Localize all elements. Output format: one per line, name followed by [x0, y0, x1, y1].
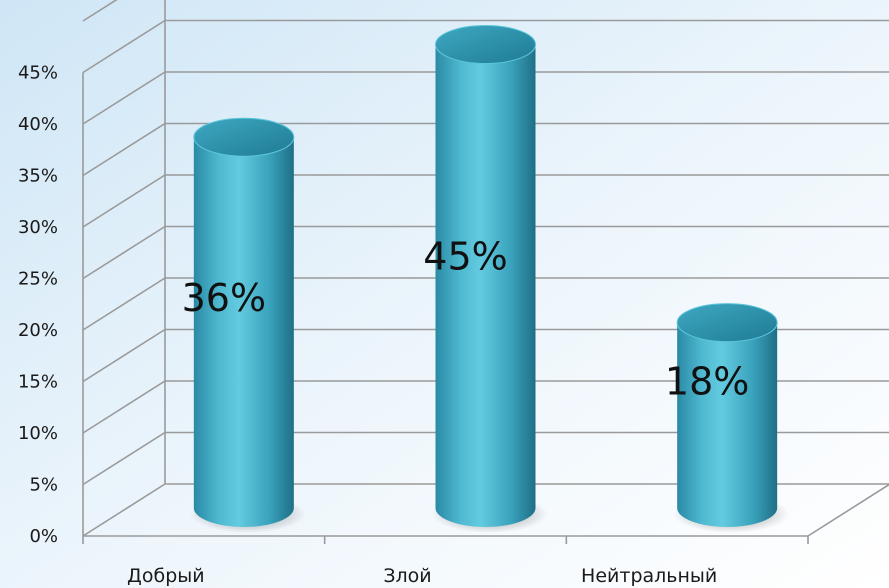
bar-top [435, 25, 536, 64]
y-tick-label: 10% [18, 423, 58, 444]
y-tick-label: 35% [18, 166, 58, 187]
labels-layer: 36% Добрый 45% Злой 18% Нейтральный [127, 234, 749, 587]
bar-top [676, 303, 778, 343]
x-category-label: Злой [383, 565, 431, 587]
bar-top [193, 117, 295, 157]
y-tick-label: 5% [29, 475, 58, 496]
data-label: 36% [182, 276, 266, 320]
data-label: 18% [665, 360, 749, 404]
y-tick-label: 0% [29, 526, 58, 547]
floor-edge [807, 483, 889, 537]
bar [193, 137, 294, 527]
y-tick-label: 15% [18, 372, 58, 393]
data-label: 45% [423, 234, 507, 278]
bar [677, 322, 778, 527]
y-tick-label: 25% [18, 269, 58, 290]
x-category-label: Добрый [127, 565, 205, 587]
x-category-label: Нейтральный [581, 565, 717, 587]
y-tick-label: 45% [18, 63, 58, 84]
bar [435, 44, 536, 527]
y-tick-label: 20% [18, 320, 58, 341]
y-tick-label: 40% [18, 114, 58, 135]
grid-layer [82, 0, 889, 537]
gridline [82, 0, 118, 22]
axis-layer: 0% 5% 10% 15% 20% 25% 30% 35% 40% 45% [18, 63, 889, 547]
bars-layer [189, 25, 790, 533]
y-tick-label: 30% [18, 217, 58, 238]
